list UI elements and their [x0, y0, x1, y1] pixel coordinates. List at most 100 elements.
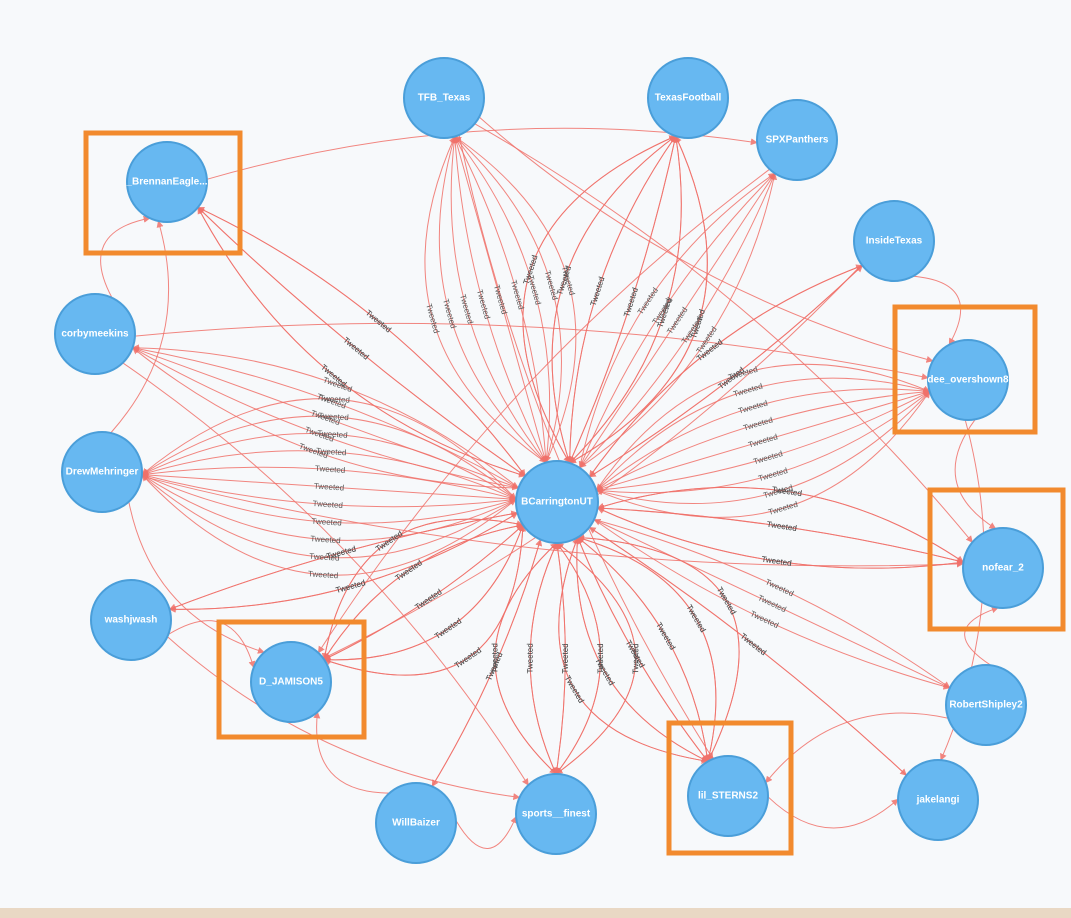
edge-jamison-7	[324, 524, 525, 661]
node-circle[interactable]	[756, 99, 838, 181]
edge-lilsterns-7	[577, 536, 709, 762]
node-label: corbymeekins	[61, 329, 129, 340]
edge-tfb-5	[454, 136, 547, 464]
highlight-box-dee	[892, 304, 1038, 435]
node-sports[interactable]: sports__finest	[515, 773, 597, 855]
node-circle[interactable]	[515, 773, 597, 855]
node-circle[interactable]	[897, 759, 979, 841]
edge-label: Tweeted	[364, 308, 393, 334]
edge-robert-2	[593, 519, 951, 690]
edge-label: Tweeted	[441, 298, 458, 330]
edge-label: Tweeted	[308, 569, 339, 580]
edge-drew-4	[141, 472, 517, 508]
edge-label: Tweeted	[458, 293, 475, 325]
edge-tfb-8	[454, 136, 577, 463]
node-circle[interactable]	[126, 141, 208, 223]
edge-robert-0	[593, 519, 951, 689]
edge-dee-3	[595, 390, 930, 494]
node-texasfootball[interactable]: TexasFootball	[647, 57, 729, 139]
highlight-box-jamison	[216, 619, 367, 740]
node-jakelangi[interactable]: jakelangi	[897, 759, 979, 841]
node-circle[interactable]	[687, 755, 769, 837]
edge-texasfootball-10	[569, 135, 708, 464]
edge-brennan-4	[197, 206, 526, 477]
edge-corby-1	[132, 347, 520, 489]
node-insidetexas[interactable]: InsideTexas	[853, 200, 935, 282]
edge-label: Tweeted	[589, 276, 607, 308]
node-brennan[interactable]: _BrennanEagle...	[125, 141, 208, 223]
node-washj[interactable]: washjwash	[90, 579, 172, 661]
node-circle[interactable]	[90, 579, 172, 661]
node-jamison[interactable]: D_JAMISON5	[250, 641, 332, 723]
edge-label: Tweeted	[596, 643, 605, 673]
node-label: InsideTexas	[866, 236, 923, 247]
node-circle[interactable]	[927, 339, 1009, 421]
edge-label: Tweeted	[654, 621, 677, 652]
edge-drew-1	[141, 415, 517, 500]
edge-drew-jamison	[128, 501, 265, 654]
node-label: WillBaizer	[392, 818, 440, 829]
edge-label: Tweeted	[742, 415, 774, 432]
node-spx[interactable]: SPXPanthers	[756, 99, 838, 181]
node-circle[interactable]	[61, 431, 143, 513]
edge-brennan-0	[197, 206, 526, 477]
edge-label: Tweeted	[715, 585, 738, 616]
edge-brennan-2	[197, 206, 526, 477]
node-circle[interactable]	[403, 57, 485, 139]
node-dee[interactable]: dee_overshown8	[927, 339, 1009, 421]
edge-drew-10	[141, 398, 517, 500]
edge-dee-6	[596, 390, 931, 494]
node-circle[interactable]	[647, 57, 729, 139]
node-robert[interactable]: RobertShipley2	[945, 664, 1027, 746]
node-label: BCarringtonUT	[521, 497, 593, 508]
node-tfb[interactable]: TFB_Texas	[403, 57, 485, 139]
node-label: TexasFootball	[655, 93, 722, 104]
edge-tfb-7	[438, 136, 547, 463]
node-label: sports__finest	[522, 809, 591, 820]
node-willbaizer[interactable]: WillBaizer	[375, 782, 457, 864]
edge-label: Tweeted	[316, 446, 347, 457]
node-circle[interactable]	[945, 664, 1027, 746]
edge-label: Tweeted	[771, 485, 802, 498]
edge-label: Tweeted	[433, 616, 463, 640]
edge-spx-3	[578, 172, 776, 469]
edge-label: Tweeted	[749, 609, 780, 630]
edge-label: Tweeted	[526, 643, 535, 673]
edge-washj-2	[168, 512, 518, 611]
edge-sports-8	[494, 542, 558, 775]
edge-label: Tweeted	[767, 500, 799, 517]
edge-corby-sports	[122, 362, 529, 786]
highlight-box-lilsterns	[666, 720, 794, 856]
edge-drew-nofear	[141, 475, 964, 568]
edge-tfb-lilsterns	[458, 134, 714, 760]
edge-jamison-9	[323, 524, 527, 676]
edge-drew-5	[141, 474, 517, 503]
edge-insidetexas-jamison	[322, 264, 863, 659]
edge-nofear-3	[596, 504, 964, 563]
edge-brennan-1	[197, 206, 526, 477]
node-nofear[interactable]: nofear_2	[962, 527, 1044, 609]
edge-label: Tweeted	[757, 466, 789, 483]
node-circle[interactable]	[962, 527, 1044, 609]
node-circle[interactable]	[515, 460, 599, 544]
node-circle[interactable]	[375, 782, 457, 864]
edge-willbaizer-sports	[455, 815, 517, 849]
highlight-box-nofear	[927, 487, 1066, 632]
edge-label: Tweeted	[314, 482, 345, 493]
edge-texasfootball-9	[551, 135, 676, 464]
node-circle[interactable]	[853, 200, 935, 282]
node-lilsterns[interactable]: lil_STERNS2	[687, 755, 769, 837]
edge-sports-6	[529, 542, 558, 775]
highlight-layer	[83, 130, 1066, 856]
node-circle[interactable]	[250, 641, 332, 723]
edge-label: Tweeted	[737, 398, 769, 415]
node-label: RobertShipley2	[949, 700, 1023, 711]
node-corby[interactable]: corbymeekins	[54, 293, 136, 375]
edge-label: Tweeted	[315, 464, 346, 475]
node-drew[interactable]: DrewMehringer	[61, 431, 143, 513]
node-circle[interactable]	[54, 293, 136, 375]
node-label: TFB_Texas	[418, 93, 471, 104]
edge-robert-1	[593, 519, 951, 689]
edge-dee-5	[595, 390, 930, 491]
node-center[interactable]: BCarringtonUT	[515, 460, 599, 544]
